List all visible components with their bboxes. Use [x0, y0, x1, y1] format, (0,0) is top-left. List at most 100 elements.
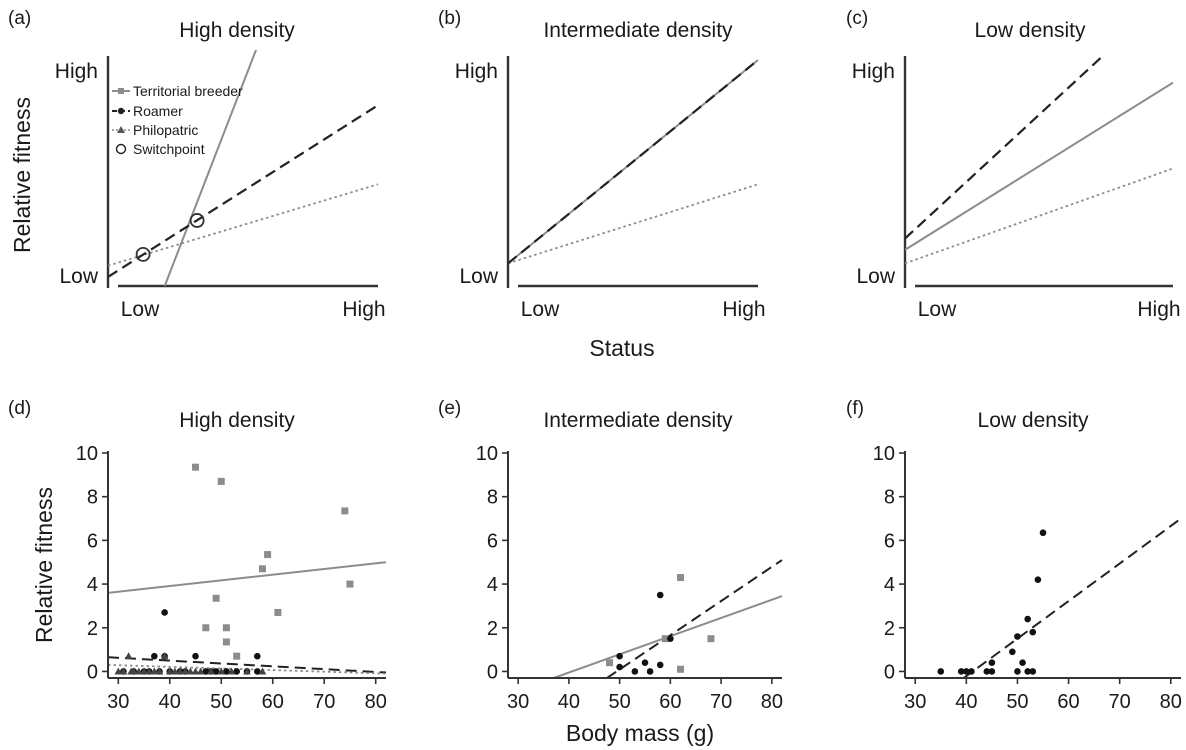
point-philopatric [155, 667, 164, 675]
line-roamer [905, 54, 1105, 240]
line-roamer [108, 104, 379, 278]
legend-item-roamer: Roamer [112, 103, 183, 119]
y-tick-low: Low [856, 265, 895, 288]
point-territorial-breeder [605, 659, 613, 667]
y-tick-label: 2 [487, 618, 498, 640]
y-tick-high: High [55, 60, 98, 83]
legend-marker-roamer [117, 107, 125, 115]
fit-line-roamer [963, 517, 1182, 677]
bottom-x-axis-label: Body mass (g) [566, 720, 714, 746]
point-philopatric [129, 667, 138, 675]
point-roamer [656, 591, 664, 599]
point-philopatric [171, 667, 179, 675]
point-roamer [151, 652, 158, 660]
y-tick-label: 6 [487, 530, 498, 552]
point-territorial-breeder [212, 594, 220, 602]
legend-item-territorial: Territorial breeder [112, 83, 243, 99]
fit-lines [963, 517, 1182, 677]
point-roamer [616, 652, 623, 660]
y-tick-label: 8 [87, 487, 98, 509]
panel-label-f: (f) [846, 398, 864, 419]
point-roamer [616, 663, 623, 671]
point-philopatric [140, 667, 148, 675]
panel-title-c: Low density [975, 19, 1086, 42]
fit-lines [553, 559, 783, 677]
fit-line-roamer [109, 656, 387, 674]
point-territorial-breeder [217, 477, 225, 485]
point-roamer [983, 668, 991, 675]
legend-marker-territorial [118, 88, 124, 94]
y-tick-label: 0 [487, 661, 498, 683]
y-tick-label: 2 [884, 618, 895, 640]
point-philopatric [150, 667, 159, 675]
point-roamer [202, 668, 210, 675]
legend-label-philopatric: Philopatric [133, 122, 198, 138]
switchpoint-marker [135, 246, 151, 262]
point-philopatric [114, 667, 123, 675]
point-philopatric [176, 667, 184, 675]
line-philopatric [905, 167, 1174, 265]
point-roamer [937, 668, 945, 675]
point-philopatric [217, 667, 226, 675]
x-tick-label: 50 [1006, 691, 1028, 713]
point-roamer [1014, 668, 1021, 675]
point-roamer [161, 609, 168, 616]
x-tick-label: 60 [262, 691, 284, 713]
point-roamer [1019, 659, 1026, 667]
point-roamer [1024, 615, 1031, 623]
point-philopatric [181, 667, 190, 675]
point-roamer [223, 668, 230, 675]
panel-label-b: (b) [438, 8, 461, 29]
y-tick-label: 10 [476, 443, 498, 465]
x-tick-label: 50 [210, 691, 232, 713]
x-tick-label: 70 [313, 691, 335, 713]
point-territorial-breeder [707, 635, 715, 643]
panel-title-f: Low density [978, 409, 1089, 432]
x-tick-label: 60 [1057, 691, 1079, 713]
y-tick-label: 2 [87, 618, 98, 640]
point-territorial-breeder [222, 624, 230, 632]
point-roamer [233, 668, 241, 675]
point-roamer [641, 659, 649, 667]
legend-item-switchpoint: Switchpoint [115, 141, 205, 157]
point-philopatric [186, 667, 195, 675]
point-territorial-breeder [192, 463, 200, 471]
point-roamer [988, 668, 996, 675]
point-roamer [957, 668, 965, 675]
point-roamer [963, 668, 970, 675]
panel-5-plot: 0 2 4 6 8 10 30 40 50 60 70 80 [873, 443, 1182, 713]
point-territorial-breeder [677, 665, 685, 673]
x-tick-label: 40 [955, 691, 977, 713]
point-roamer [656, 661, 664, 669]
panel-0-plot: High Low Low High [55, 50, 386, 321]
legend-marker-philopatric [117, 126, 125, 133]
point-philopatric [258, 667, 267, 675]
point-roamer [667, 635, 674, 642]
top-x-axis-label: Status [589, 335, 654, 361]
x-tick-high: High [1137, 298, 1180, 321]
y-tick-label: 8 [884, 487, 895, 509]
point-roamer [1029, 668, 1037, 675]
y-tick-label: 4 [487, 574, 498, 596]
point-philopatric [243, 667, 251, 675]
x-tick-label: 40 [558, 691, 580, 713]
panel-title-e: Intermediate density [543, 409, 733, 432]
point-philopatric [165, 667, 174, 675]
line-territorial-breeder [905, 81, 1174, 251]
point-roamer [1034, 576, 1042, 583]
panel-label-e: (e) [438, 398, 461, 419]
point-philopatric [119, 667, 128, 675]
legend: Territorial breeder Roamer Philopatric S… [112, 83, 243, 157]
y-tick-label: 6 [87, 530, 98, 552]
line-philopatric [508, 183, 759, 265]
fit-line-roamer [606, 559, 783, 677]
point-territorial-breeder [346, 580, 354, 588]
legend-label-territorial: Territorial breeder [133, 83, 243, 99]
x-tick-label: 70 [710, 691, 732, 713]
point-roamer [253, 652, 261, 660]
point-roamer [1009, 648, 1016, 656]
line-philopatric [108, 183, 379, 267]
y-tick-high: High [455, 60, 498, 83]
x-tick-label: 40 [159, 691, 181, 713]
panel-title-d: High density [179, 409, 295, 432]
